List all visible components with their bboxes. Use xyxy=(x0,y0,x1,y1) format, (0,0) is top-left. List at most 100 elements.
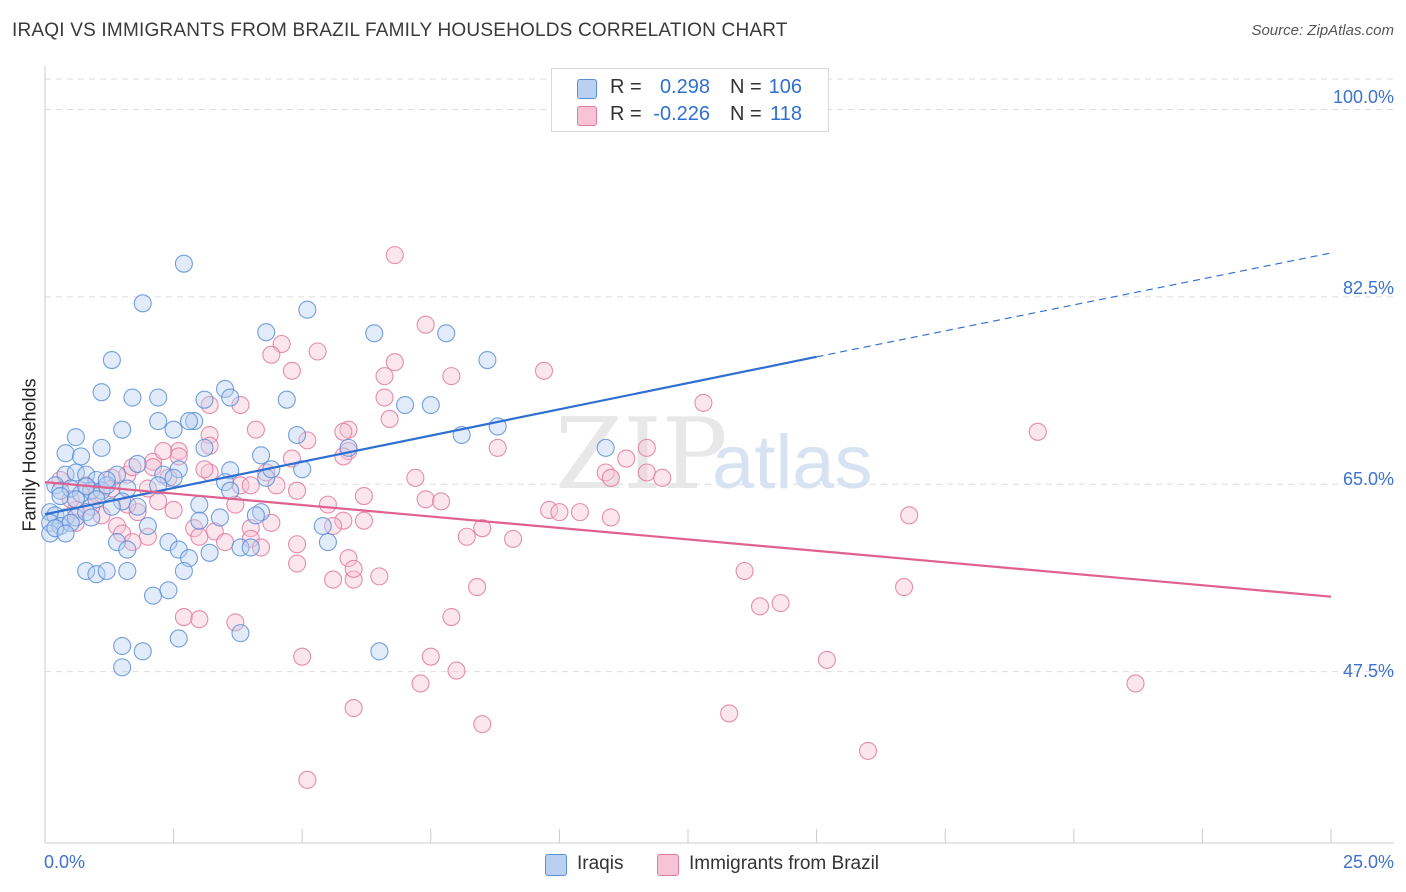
brazil-point xyxy=(262,345,281,364)
brazil-point xyxy=(215,533,235,552)
brazil-point xyxy=(442,367,461,386)
brazil-point xyxy=(123,458,142,477)
iraqi-point xyxy=(421,395,440,415)
iraqi-point xyxy=(149,412,168,431)
brazil-point xyxy=(169,442,188,461)
brazil-point xyxy=(771,594,790,613)
iraqi-point xyxy=(56,444,75,463)
trend-lines xyxy=(44,252,1332,598)
iraqi-point xyxy=(133,642,152,661)
brazil-point xyxy=(334,422,353,441)
iraqi-point xyxy=(437,324,456,343)
brazil-point xyxy=(735,561,754,581)
brazil-swatch xyxy=(657,854,679,876)
chart-title: IRAQI VS IMMIGRANTS FROM BRAZIL FAMILY H… xyxy=(12,20,788,41)
brazil-point xyxy=(370,567,389,586)
brazil-point xyxy=(344,699,363,718)
brazil-point xyxy=(457,527,476,546)
y-tick-82-5: 82.5% xyxy=(1342,278,1394,298)
brazil-point xyxy=(601,468,620,487)
iraqi-point xyxy=(107,533,127,552)
y-axis-label: Family Households xyxy=(19,378,40,532)
iraqi-point xyxy=(149,388,168,407)
brazil-point xyxy=(200,395,219,415)
iraqi-point xyxy=(113,636,132,656)
y-tick-65: 65.0% xyxy=(1342,469,1394,489)
brazil-point xyxy=(375,388,394,407)
brazil-point xyxy=(473,715,492,734)
brazil-point xyxy=(750,597,770,616)
brazil-point xyxy=(324,516,343,536)
r-value: 0.298 xyxy=(659,76,710,98)
iraqi-point xyxy=(221,481,240,500)
iraqi-point xyxy=(92,438,111,457)
iraqi-point xyxy=(97,476,116,495)
brazil-legend-label: Immigrants from Brazil xyxy=(689,853,880,874)
n-label: N = xyxy=(730,76,762,98)
brazil-point xyxy=(344,559,363,578)
brazil-point xyxy=(164,500,183,520)
brazil-point xyxy=(174,608,193,627)
brazil-point xyxy=(380,409,399,429)
iraqi-point xyxy=(190,495,209,514)
iraqi-point xyxy=(118,540,137,559)
brazil-point xyxy=(488,438,507,457)
iraqi-point xyxy=(102,351,121,370)
n-value: 106 xyxy=(768,76,802,98)
iraqi-point xyxy=(138,516,157,536)
iraqi-point xyxy=(221,388,240,407)
iraqi-point xyxy=(164,420,183,439)
iraqi-point xyxy=(478,351,497,370)
r-label: R = xyxy=(610,103,642,125)
brazil-trend-line xyxy=(44,481,1332,598)
iraqi-point xyxy=(179,412,199,431)
iraqi-point xyxy=(288,425,307,445)
brazil-point xyxy=(195,460,214,479)
brazil-point xyxy=(416,315,435,334)
iraqi-point xyxy=(118,561,137,581)
brazil-point xyxy=(298,770,317,789)
iraqi-point xyxy=(133,294,152,313)
iraqi-point xyxy=(396,395,415,415)
brazil-point xyxy=(411,674,430,693)
iraqis-swatch xyxy=(545,854,567,876)
brazil-point xyxy=(858,741,878,760)
x-tick-left: 0.0% xyxy=(44,852,86,872)
correlation-legend: R = 0.298 N = 106 R = -0.226 N = 118 xyxy=(551,68,829,132)
iraqis-trend-line xyxy=(44,355,817,516)
brazil-point xyxy=(288,554,307,573)
brazil-point xyxy=(617,449,636,468)
iraqis-trend-extrapolation xyxy=(816,252,1332,358)
iraqi-point xyxy=(185,412,204,431)
r-value: -0.226 xyxy=(653,103,710,125)
legend-row-iraqis: R = 0.298 N = 106 xyxy=(552,73,828,101)
iraqi-point xyxy=(174,254,193,273)
brazil-point xyxy=(534,361,554,380)
iraqi-point xyxy=(365,324,384,343)
brazil-point xyxy=(267,476,286,495)
brazil-point xyxy=(298,431,317,450)
brazil-point xyxy=(344,570,363,589)
iraqi-point xyxy=(87,470,106,490)
iraqis-swatch xyxy=(577,79,597,99)
iraqi-point xyxy=(82,508,101,527)
iraqi-point xyxy=(92,383,111,402)
iraqi-point xyxy=(51,486,70,506)
brazil-point xyxy=(308,342,327,361)
brazil-point xyxy=(570,503,590,522)
brazil-point xyxy=(385,246,404,265)
brazil-point xyxy=(226,613,245,632)
brazil-point xyxy=(354,486,373,506)
brazil-point xyxy=(550,503,569,522)
brazil-point xyxy=(288,481,307,500)
iraqi-point xyxy=(77,561,96,581)
brazil-point xyxy=(190,527,209,546)
iraqi-point xyxy=(46,519,65,538)
source-label: Source: ZipAtlas.com xyxy=(1251,22,1394,39)
r-label: R = xyxy=(610,76,642,98)
iraqi-point xyxy=(370,642,389,661)
brazil-point xyxy=(288,535,307,554)
brazil-point xyxy=(596,463,615,482)
brazil-point xyxy=(900,506,919,525)
brazil-point xyxy=(720,704,739,723)
